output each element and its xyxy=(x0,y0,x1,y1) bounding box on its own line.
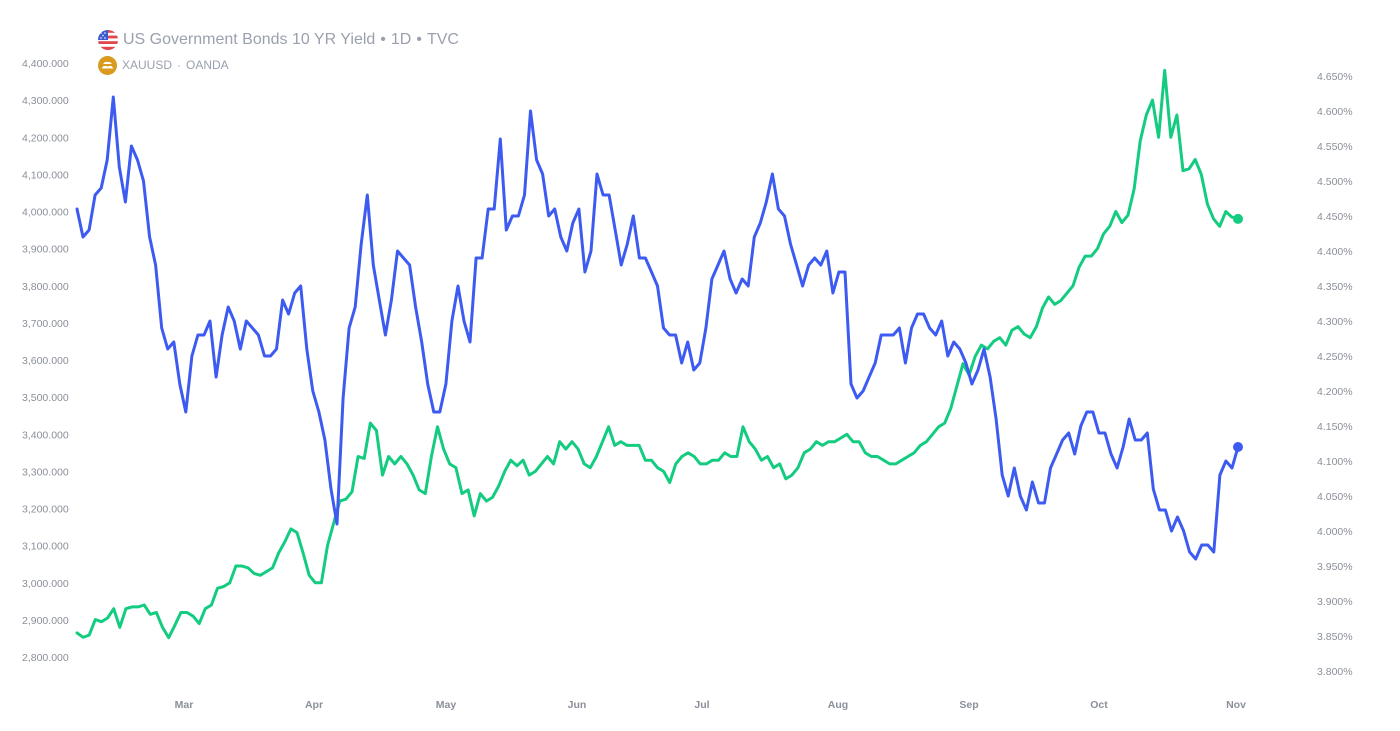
primary-interval: 1D xyxy=(390,31,412,48)
left-axis-tick-label: 2,900.000 xyxy=(22,615,69,627)
primary-source: TVC xyxy=(426,31,459,48)
left-axis-tick-label: 3,700.000 xyxy=(22,318,69,330)
time-axis-month-label: Oct xyxy=(1090,699,1108,711)
left-price-axis[interactable]: 4,400.000 4,300.000 4,200.000 4,100.000 4,00… xyxy=(22,58,69,664)
right-axis-tick-label: 4.250% xyxy=(1317,351,1353,363)
right-axis-tick-label: 4.100% xyxy=(1317,456,1353,468)
right-axis-tick-label: 3.950% xyxy=(1317,561,1353,573)
separator-dot: · xyxy=(177,58,182,72)
right-axis-tick-label: 4.550% xyxy=(1317,141,1353,153)
right-price-axis[interactable]: 4.650% 4.600% 4.550% 4.500% 4.450% 4.400% 4.35… xyxy=(1317,71,1353,678)
time-axis-month-label: May xyxy=(436,699,457,711)
left-axis-tick-label: 3,500.000 xyxy=(22,392,69,404)
left-axis-tick-label: 3,000.000 xyxy=(22,578,69,590)
time-axis-month-label: Mar xyxy=(175,699,194,711)
right-axis-tick-label: 3.850% xyxy=(1317,631,1353,643)
right-axis-tick-label: 4.150% xyxy=(1317,421,1353,433)
xauusd-series-line[interactable] xyxy=(75,68,1240,640)
right-axis-tick-label: 3.800% xyxy=(1317,666,1353,678)
left-axis-tick-label: 3,200.000 xyxy=(22,504,69,516)
right-axis-tick-label: 4.300% xyxy=(1317,316,1353,328)
legend-primary-row[interactable]: US Government Bonds 10 YR Yield • 1D • T… xyxy=(98,28,459,52)
left-axis-tick-label: 4,200.000 xyxy=(22,132,69,144)
us-flag-icon xyxy=(98,30,118,50)
time-axis-month-label: Jul xyxy=(694,699,709,711)
left-axis-tick-label: 4,000.000 xyxy=(22,207,69,219)
right-axis-tick-label: 3.900% xyxy=(1317,596,1353,608)
right-axis-tick-label: 4.200% xyxy=(1317,386,1353,398)
secondary-symbol-name: XAUUSD xyxy=(122,58,173,72)
right-axis-tick-label: 4.450% xyxy=(1317,211,1353,223)
separator-dot: • xyxy=(380,31,386,48)
time-axis-month-label: Jun xyxy=(568,699,587,711)
left-axis-tick-label: 2,800.000 xyxy=(22,652,69,664)
separator-dot: • xyxy=(416,31,422,48)
primary-symbol-name: US Government Bonds 10 YR Yield xyxy=(123,31,376,48)
gold-bars-icon xyxy=(98,55,117,75)
left-axis-tick-label: 4,400.000 xyxy=(22,58,69,70)
secondary-source: OANDA xyxy=(186,58,229,72)
left-axis-tick-label: 4,100.000 xyxy=(22,169,69,181)
left-axis-tick-label: 3,100.000 xyxy=(22,541,69,553)
left-axis-tick-label: 3,600.000 xyxy=(22,355,69,367)
left-axis-tick-label: 3,300.000 xyxy=(22,466,69,478)
us10y-last-point xyxy=(1233,442,1243,452)
right-axis-tick-label: 4.350% xyxy=(1317,281,1353,293)
time-axis-month-label: Nov xyxy=(1226,699,1246,711)
right-axis-tick-label: 4.000% xyxy=(1317,526,1353,538)
right-axis-tick-label: 4.650% xyxy=(1317,71,1353,83)
left-axis-tick-label: 3,400.000 xyxy=(22,429,69,441)
left-axis-tick-label: 3,800.000 xyxy=(22,281,69,293)
left-axis-tick-label: 3,900.000 xyxy=(22,244,69,256)
xauusd-last-point xyxy=(1233,213,1243,224)
time-axis-month-label: Sep xyxy=(959,699,978,711)
time-axis-month-label: Aug xyxy=(828,699,848,711)
right-axis-tick-label: 4.500% xyxy=(1317,176,1353,188)
left-axis-tick-label: 4,300.000 xyxy=(22,95,69,107)
right-axis-tick-label: 4.050% xyxy=(1317,491,1353,503)
legend-secondary-row[interactable]: XAUUSD · OANDA xyxy=(98,53,459,77)
right-axis-tick-label: 4.600% xyxy=(1317,106,1353,118)
plot-area[interactable] xyxy=(75,68,1243,640)
time-axis-month-label: Apr xyxy=(305,699,323,711)
time-axis[interactable]: Mar Apr May Jun Jul Aug Sep Oct Nov xyxy=(175,699,1246,711)
us10y-series-line[interactable] xyxy=(75,95,1240,561)
chart-legend: US Government Bonds 10 YR Yield • 1D • T… xyxy=(98,28,459,77)
right-axis-tick-label: 4.400% xyxy=(1317,246,1353,258)
